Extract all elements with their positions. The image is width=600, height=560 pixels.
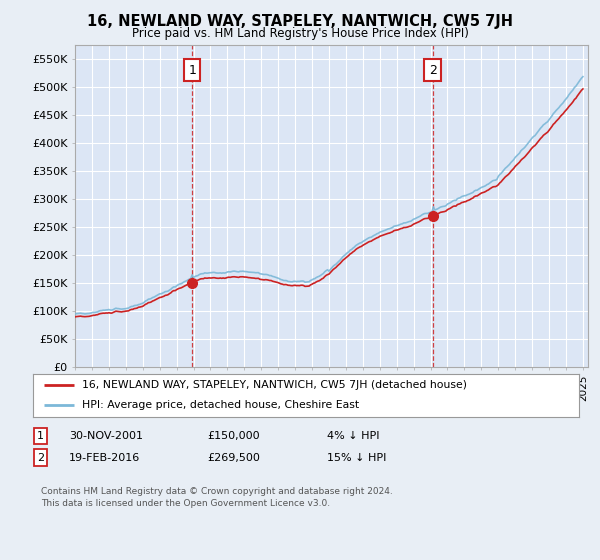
Text: Contains HM Land Registry data © Crown copyright and database right 2024.
This d: Contains HM Land Registry data © Crown c… xyxy=(41,487,392,508)
Text: 19-FEB-2016: 19-FEB-2016 xyxy=(69,452,140,463)
Text: 2: 2 xyxy=(37,452,44,463)
Text: HPI: Average price, detached house, Cheshire East: HPI: Average price, detached house, Ches… xyxy=(82,400,359,410)
Text: 1: 1 xyxy=(37,431,44,441)
Text: 2: 2 xyxy=(429,63,437,77)
Text: 1: 1 xyxy=(188,63,196,77)
Text: 16, NEWLAND WAY, STAPELEY, NANTWICH, CW5 7JH (detached house): 16, NEWLAND WAY, STAPELEY, NANTWICH, CW5… xyxy=(82,380,467,390)
Text: Price paid vs. HM Land Registry's House Price Index (HPI): Price paid vs. HM Land Registry's House … xyxy=(131,27,469,40)
Text: £150,000: £150,000 xyxy=(207,431,260,441)
Text: 4% ↓ HPI: 4% ↓ HPI xyxy=(327,431,380,441)
Text: £269,500: £269,500 xyxy=(207,452,260,463)
Text: 16, NEWLAND WAY, STAPELEY, NANTWICH, CW5 7JH: 16, NEWLAND WAY, STAPELEY, NANTWICH, CW5… xyxy=(87,14,513,29)
Text: 30-NOV-2001: 30-NOV-2001 xyxy=(69,431,143,441)
Text: 15% ↓ HPI: 15% ↓ HPI xyxy=(327,452,386,463)
